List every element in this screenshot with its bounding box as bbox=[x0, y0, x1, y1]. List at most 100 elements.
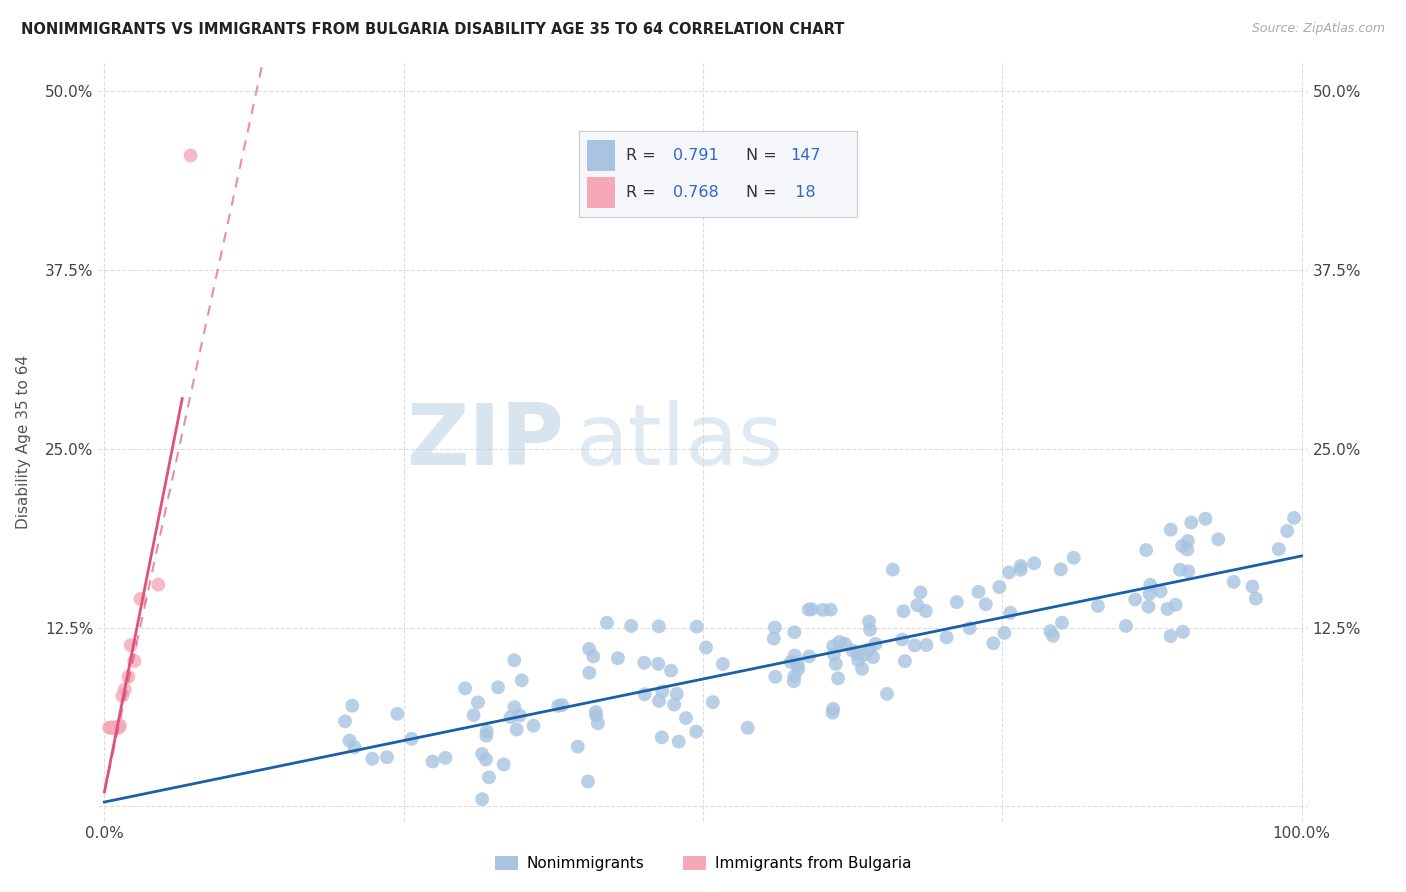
Point bbox=[894, 654, 917, 668]
Text: N =: N = bbox=[745, 147, 782, 162]
Point bbox=[876, 687, 898, 701]
Point bbox=[1039, 624, 1062, 639]
Point bbox=[865, 637, 887, 651]
Point bbox=[647, 657, 669, 671]
Point bbox=[1277, 524, 1299, 538]
Point bbox=[1149, 584, 1171, 599]
Point bbox=[98, 721, 121, 735]
Point bbox=[401, 731, 423, 746]
Point bbox=[463, 708, 485, 723]
Point bbox=[1177, 533, 1199, 548]
Point bbox=[104, 721, 127, 735]
Point bbox=[859, 623, 882, 637]
Text: 18: 18 bbox=[790, 186, 815, 201]
Point bbox=[967, 585, 990, 599]
Point bbox=[582, 649, 605, 664]
Point bbox=[510, 673, 533, 688]
Point bbox=[787, 662, 810, 676]
Point bbox=[1171, 624, 1194, 639]
Point bbox=[1049, 562, 1071, 576]
Point bbox=[823, 702, 845, 716]
Point bbox=[475, 729, 498, 743]
Text: 0.791: 0.791 bbox=[673, 147, 718, 162]
Point bbox=[475, 752, 498, 766]
Point bbox=[1024, 556, 1046, 570]
Point bbox=[959, 621, 981, 635]
Point bbox=[783, 674, 806, 689]
Point bbox=[851, 662, 873, 676]
Point bbox=[1087, 599, 1109, 613]
Point bbox=[1222, 574, 1244, 589]
Text: NONIMMIGRANTS VS IMMIGRANTS FROM BULGARIA DISABILITY AGE 35 TO 64 CORRELATION CH: NONIMMIGRANTS VS IMMIGRANTS FROM BULGARI… bbox=[21, 22, 845, 37]
Point bbox=[454, 681, 477, 696]
Point bbox=[834, 637, 856, 651]
Point bbox=[633, 656, 655, 670]
Point bbox=[1137, 599, 1160, 614]
Point bbox=[988, 580, 1011, 594]
Point bbox=[780, 655, 803, 669]
Point bbox=[1175, 542, 1198, 557]
Point bbox=[763, 670, 786, 684]
Point bbox=[1180, 516, 1202, 530]
Point bbox=[668, 734, 690, 748]
Point bbox=[711, 657, 734, 671]
Point bbox=[737, 721, 759, 735]
Point bbox=[685, 724, 707, 739]
Point bbox=[108, 718, 131, 732]
Point bbox=[387, 706, 409, 721]
Point bbox=[107, 721, 129, 735]
Point bbox=[361, 752, 384, 766]
Point bbox=[665, 687, 688, 701]
Point bbox=[1139, 587, 1161, 601]
Point bbox=[1282, 511, 1305, 525]
Point bbox=[148, 577, 170, 591]
Text: 147: 147 bbox=[790, 147, 821, 162]
Point bbox=[905, 598, 928, 612]
Point bbox=[993, 626, 1015, 640]
Point bbox=[1050, 615, 1073, 630]
Point bbox=[664, 698, 686, 712]
Point bbox=[576, 774, 599, 789]
Bar bbox=[588, 178, 614, 209]
Text: R =: R = bbox=[626, 147, 661, 162]
Point bbox=[1177, 564, 1199, 578]
Point bbox=[915, 638, 938, 652]
Point bbox=[1244, 591, 1267, 606]
Point bbox=[651, 731, 673, 745]
Text: R =: R = bbox=[626, 186, 661, 201]
Point bbox=[124, 654, 146, 668]
Text: atlas: atlas bbox=[576, 400, 785, 483]
Point bbox=[1268, 542, 1291, 557]
Point bbox=[981, 636, 1004, 650]
Point bbox=[827, 671, 849, 685]
Point bbox=[567, 739, 589, 754]
Point bbox=[607, 651, 630, 665]
Point bbox=[946, 595, 969, 609]
Point bbox=[333, 714, 356, 729]
Point bbox=[1010, 559, 1032, 574]
Point bbox=[1241, 580, 1264, 594]
Point bbox=[1115, 619, 1137, 633]
Point bbox=[846, 653, 869, 667]
Point bbox=[634, 687, 657, 701]
Point bbox=[841, 643, 863, 657]
Point bbox=[100, 721, 122, 735]
Point bbox=[820, 602, 842, 616]
Point bbox=[1123, 592, 1146, 607]
Point bbox=[828, 635, 851, 649]
Point bbox=[675, 711, 697, 725]
Point bbox=[486, 680, 509, 694]
Point bbox=[858, 642, 880, 657]
Text: ZIP: ZIP bbox=[406, 400, 564, 483]
Point bbox=[505, 723, 527, 737]
Point bbox=[797, 649, 820, 664]
Point bbox=[1164, 598, 1187, 612]
Point bbox=[471, 792, 494, 806]
Point bbox=[904, 639, 927, 653]
Point bbox=[503, 700, 526, 714]
Point bbox=[1063, 550, 1085, 565]
Point bbox=[823, 639, 845, 653]
Point bbox=[101, 721, 124, 735]
Point bbox=[339, 733, 361, 747]
Point bbox=[1139, 578, 1161, 592]
